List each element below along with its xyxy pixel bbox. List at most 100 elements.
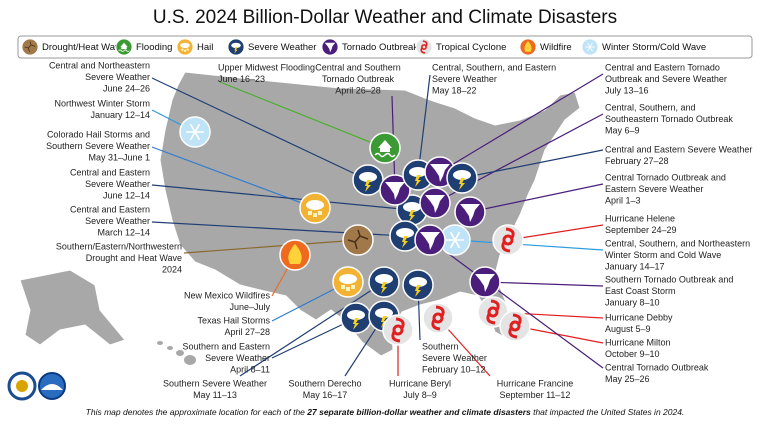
icon-arm xyxy=(391,331,401,343)
icon-house xyxy=(120,42,128,50)
hazard-icon xyxy=(402,269,434,301)
legend-box xyxy=(17,35,753,59)
event-date: January 14–17 xyxy=(605,261,665,271)
event-name: Northwest Winter Storm xyxy=(54,98,150,108)
event-date: 2024 xyxy=(162,264,182,274)
agency-logos xyxy=(7,371,66,401)
hazard-icon xyxy=(115,38,133,56)
icon-eye xyxy=(487,306,499,318)
event-name: Eastern Severe Weather xyxy=(605,184,703,194)
icon-bolt xyxy=(402,236,408,248)
icon-cloud xyxy=(409,167,427,177)
event-name: Central Tornado Outbreak xyxy=(605,362,709,372)
event-name: Southern Derecho xyxy=(288,378,361,388)
event-name: Southern xyxy=(422,341,459,351)
hazard-icon xyxy=(352,164,384,196)
icon-funnel xyxy=(324,42,336,53)
icon-flake xyxy=(449,231,461,249)
legend-label: Flooding xyxy=(136,42,172,53)
legend-label: Tornado Outbreak xyxy=(342,42,418,53)
hazard-icon xyxy=(179,116,211,148)
hazard-icon xyxy=(176,38,194,56)
hazard-icon xyxy=(446,162,478,194)
icon-funnel xyxy=(420,232,440,250)
icon-eye xyxy=(392,324,404,336)
icon-crack xyxy=(24,41,36,52)
event-name: Outbreak and Severe Weather xyxy=(605,74,727,84)
event-name: New Mexico Wildfires xyxy=(184,290,271,300)
leader-line xyxy=(239,281,385,377)
hazard-icon xyxy=(21,38,39,56)
hawaii xyxy=(184,355,196,365)
event-name: Southern Severe Weather xyxy=(46,141,150,151)
icon-circle xyxy=(342,224,374,256)
hawaii xyxy=(167,346,173,350)
leader-line xyxy=(151,184,413,211)
leader-line xyxy=(439,73,604,173)
icon-wave xyxy=(374,152,396,158)
event-name: Southern Severe Weather xyxy=(163,378,267,388)
hazard-icon xyxy=(379,174,411,206)
event-date: February 10–12 xyxy=(422,364,486,374)
event-name: Southern Tornado Outbreak and xyxy=(605,274,733,284)
event-date: May 6–9 xyxy=(605,125,640,135)
event-date: May 31–June 1 xyxy=(88,152,150,162)
hazard-icon xyxy=(279,239,311,271)
icon-circle xyxy=(499,310,531,342)
icon-cloud xyxy=(396,228,414,238)
icon-eye xyxy=(502,234,514,246)
event-name: Upper Midwest Flooding xyxy=(218,62,315,72)
icon-hail xyxy=(308,211,312,215)
icon-cloud xyxy=(180,42,190,49)
title: U.S. 2024 Billion-Dollar Weather and Cli… xyxy=(153,7,617,28)
event-date: September 24–29 xyxy=(605,225,677,235)
icon-circle xyxy=(21,38,39,56)
icon-house xyxy=(378,140,392,152)
event-name: Central and Eastern xyxy=(70,204,150,214)
icon-cloud xyxy=(339,274,357,284)
event-name: Southern and Eastern xyxy=(182,341,270,351)
event-date: May 25–26 xyxy=(605,374,650,384)
hazard-icon xyxy=(422,302,454,334)
icon-crack xyxy=(347,229,369,250)
logo xyxy=(41,384,63,390)
event-date: June 16–23 xyxy=(218,74,265,84)
icon-eye xyxy=(509,320,521,332)
legend-label: Drought/Heat Wave xyxy=(42,42,125,53)
event-name: Hurricane Milton xyxy=(605,337,671,347)
leader-line xyxy=(454,239,604,251)
icon-bolt xyxy=(234,47,238,54)
icon-cloud xyxy=(403,202,421,212)
icon-arm xyxy=(486,313,496,325)
icon-circle xyxy=(415,38,433,56)
event-date: August 5–9 xyxy=(605,324,651,334)
icon-cloud xyxy=(231,42,241,49)
icon-cloud xyxy=(375,274,393,284)
icon-cloud xyxy=(306,200,324,210)
hazard-icon xyxy=(382,314,414,346)
event-name: Winter Storm and Cold Wave xyxy=(605,250,721,260)
icon-hail xyxy=(181,48,184,51)
event-name: Southeastern Tornado Outbreak xyxy=(605,114,733,124)
event-name: Southern/Eastern/Northwestern xyxy=(56,241,182,251)
leader-line xyxy=(219,81,386,149)
event-date: September 11–12 xyxy=(500,390,571,400)
legend: Drought/Heat Wave Flooding Hail Severe Weat… xyxy=(21,38,706,56)
icon-flake xyxy=(189,123,201,141)
icon-hail xyxy=(313,213,317,217)
icon-arm xyxy=(512,313,522,325)
event-name: Colorado Hail Storms and xyxy=(47,129,150,139)
icon-bolt xyxy=(415,285,421,297)
event-date: April 26–28 xyxy=(335,85,381,95)
hazard-icon xyxy=(477,296,509,328)
icon-eye xyxy=(432,312,444,324)
hazard-icon xyxy=(227,38,245,56)
footer-text: that impacted the United States in 2024. xyxy=(531,407,685,417)
icon-arm xyxy=(508,327,518,339)
hazard-icon xyxy=(415,38,433,56)
hazard-icon xyxy=(519,38,537,56)
event-name: Hurricane Helene xyxy=(605,213,675,223)
event-name: Severe Weather xyxy=(422,353,487,363)
icon-arm xyxy=(435,305,445,317)
event-name: East Coast Storm xyxy=(605,286,676,296)
